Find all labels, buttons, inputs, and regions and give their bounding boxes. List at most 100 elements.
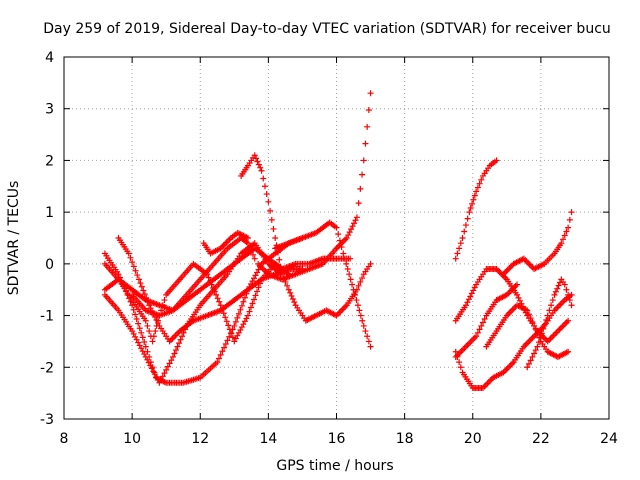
data-point bbox=[347, 255, 354, 262]
data-point bbox=[355, 282, 362, 289]
data-point bbox=[541, 321, 548, 328]
data-point bbox=[231, 322, 238, 329]
data-point bbox=[220, 310, 227, 317]
data-point bbox=[161, 297, 168, 304]
y-tick-label: -2 bbox=[40, 360, 54, 376]
data-point bbox=[353, 297, 360, 304]
x-tick-label: 10 bbox=[123, 431, 141, 447]
data-point bbox=[347, 276, 354, 283]
data-point bbox=[238, 302, 245, 309]
data-point bbox=[161, 370, 168, 377]
series-track-6 bbox=[129, 235, 258, 319]
data-point bbox=[514, 281, 521, 288]
data-point bbox=[284, 282, 291, 289]
data-point bbox=[462, 222, 469, 229]
data-point bbox=[481, 316, 488, 323]
data-point bbox=[346, 271, 353, 278]
data-point bbox=[149, 338, 156, 345]
data-point bbox=[479, 319, 486, 326]
data-point bbox=[565, 317, 572, 324]
data-point bbox=[531, 322, 538, 329]
data-point bbox=[247, 304, 254, 311]
data-point bbox=[125, 250, 132, 257]
data-point bbox=[144, 322, 151, 329]
y-axis-label: SDTVAR / TECUs bbox=[6, 181, 22, 296]
data-point bbox=[134, 272, 141, 279]
x-tick-label: 12 bbox=[191, 431, 209, 447]
data-point bbox=[349, 281, 356, 288]
y-tick-label: 1 bbox=[45, 205, 54, 221]
data-point bbox=[244, 240, 251, 247]
data-point bbox=[354, 302, 361, 309]
data-point bbox=[222, 341, 229, 348]
data-point bbox=[276, 256, 283, 263]
data-point bbox=[357, 185, 364, 192]
data-point bbox=[244, 235, 251, 241]
data-point bbox=[532, 347, 539, 354]
data-point bbox=[568, 209, 575, 216]
data-point bbox=[565, 291, 572, 298]
data-point bbox=[208, 281, 215, 288]
data-point bbox=[527, 357, 534, 364]
series-track-7 bbox=[200, 229, 251, 257]
data-point bbox=[561, 232, 568, 239]
data-point bbox=[469, 200, 476, 207]
data-point bbox=[478, 176, 485, 183]
data-point bbox=[333, 224, 340, 231]
data-point bbox=[254, 158, 261, 165]
data-point bbox=[353, 214, 360, 221]
data-point bbox=[532, 326, 539, 333]
data-point bbox=[524, 307, 531, 314]
data-point bbox=[566, 216, 573, 223]
data-point bbox=[132, 311, 139, 318]
data-point bbox=[474, 329, 481, 336]
data-point bbox=[476, 326, 483, 333]
data-point bbox=[474, 184, 481, 191]
data-point bbox=[213, 291, 220, 298]
data-point bbox=[267, 207, 274, 214]
data-point bbox=[158, 376, 165, 383]
data-point bbox=[171, 350, 178, 357]
data-point bbox=[568, 302, 575, 309]
data-point bbox=[257, 164, 264, 171]
data-point bbox=[133, 316, 140, 323]
data-point bbox=[558, 240, 565, 247]
data-point bbox=[224, 337, 231, 344]
data-point bbox=[466, 209, 473, 216]
data-point bbox=[566, 297, 573, 304]
data-point bbox=[177, 336, 184, 343]
data-point bbox=[473, 333, 480, 340]
data-point bbox=[223, 318, 230, 325]
data-point bbox=[554, 285, 561, 292]
data-point bbox=[219, 348, 226, 355]
data-point bbox=[478, 322, 485, 329]
data-point bbox=[456, 359, 463, 366]
data-point bbox=[531, 350, 538, 357]
data-point bbox=[244, 312, 251, 319]
x-axis-label: GPS time / hours bbox=[276, 458, 393, 474]
data-point bbox=[470, 196, 477, 203]
data-point bbox=[217, 302, 224, 309]
data-point bbox=[359, 171, 366, 178]
data-point bbox=[549, 297, 556, 304]
data-point bbox=[552, 288, 559, 295]
data-point bbox=[251, 152, 258, 159]
data-point bbox=[174, 343, 181, 350]
data-point bbox=[258, 167, 265, 174]
plot-frame bbox=[63, 56, 610, 420]
data-point bbox=[355, 200, 362, 207]
data-point bbox=[229, 334, 236, 341]
y-tick-label: -3 bbox=[40, 412, 54, 428]
data-point bbox=[359, 317, 366, 324]
data-point bbox=[215, 355, 222, 362]
data-point bbox=[234, 314, 241, 321]
data-point bbox=[461, 228, 468, 235]
data-point bbox=[137, 280, 144, 287]
data-point bbox=[457, 240, 464, 247]
data-point bbox=[252, 292, 259, 299]
data-point bbox=[139, 334, 146, 341]
data-point bbox=[221, 344, 228, 351]
data-point bbox=[163, 366, 170, 373]
data-point bbox=[365, 107, 372, 114]
